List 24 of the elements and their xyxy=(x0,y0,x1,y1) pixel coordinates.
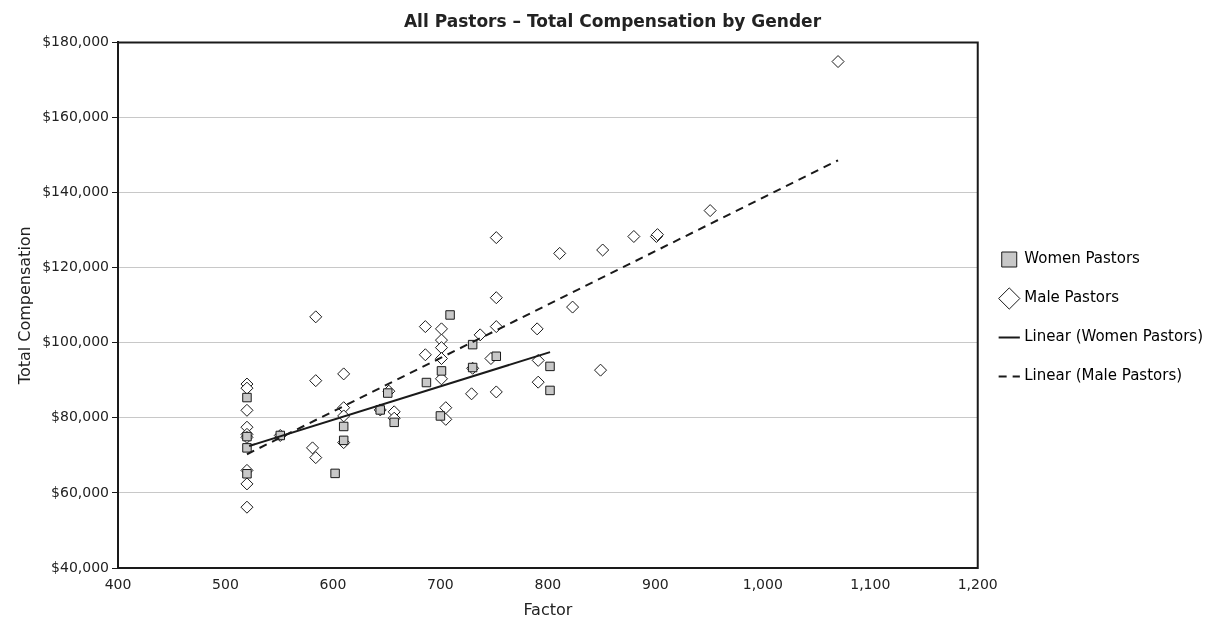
y-tick-label: $40,000 xyxy=(51,558,109,575)
y-tick-label: $100,000 xyxy=(42,333,109,350)
y-tick-label: $140,000 xyxy=(42,183,109,200)
legend-label: Women Pastors xyxy=(1024,249,1141,268)
y-tick-label: $80,000 xyxy=(51,408,109,425)
x-tick-label: 1,000 xyxy=(742,576,783,593)
x-axis-title: Factor xyxy=(523,599,573,619)
legend-label: Linear (Male Pastors) xyxy=(1024,366,1183,385)
y-axis-title: Total Compensation xyxy=(14,226,34,386)
y-tick-label: $160,000 xyxy=(42,108,109,125)
x-tick-label: 700 xyxy=(427,576,454,593)
legend-label: Male Pastors xyxy=(1024,288,1120,307)
x-tick-label: 500 xyxy=(212,576,239,593)
y-tick-label: $60,000 xyxy=(51,483,109,500)
x-tick-label: 400 xyxy=(104,576,132,593)
x-tick-label: 600 xyxy=(319,576,347,593)
y-tick-label: $120,000 xyxy=(42,258,109,275)
x-tick-label: 1,200 xyxy=(957,576,998,593)
chart-title: All Pastors – Total Compensation by Gender xyxy=(403,10,822,31)
x-tick-label: 1,100 xyxy=(850,576,891,593)
legend-label: Linear (Women Pastors) xyxy=(1024,327,1204,346)
x-tick-label: 900 xyxy=(641,576,669,593)
x-tick-label: 800 xyxy=(534,576,562,593)
y-tick-label: $180,000 xyxy=(42,33,109,50)
